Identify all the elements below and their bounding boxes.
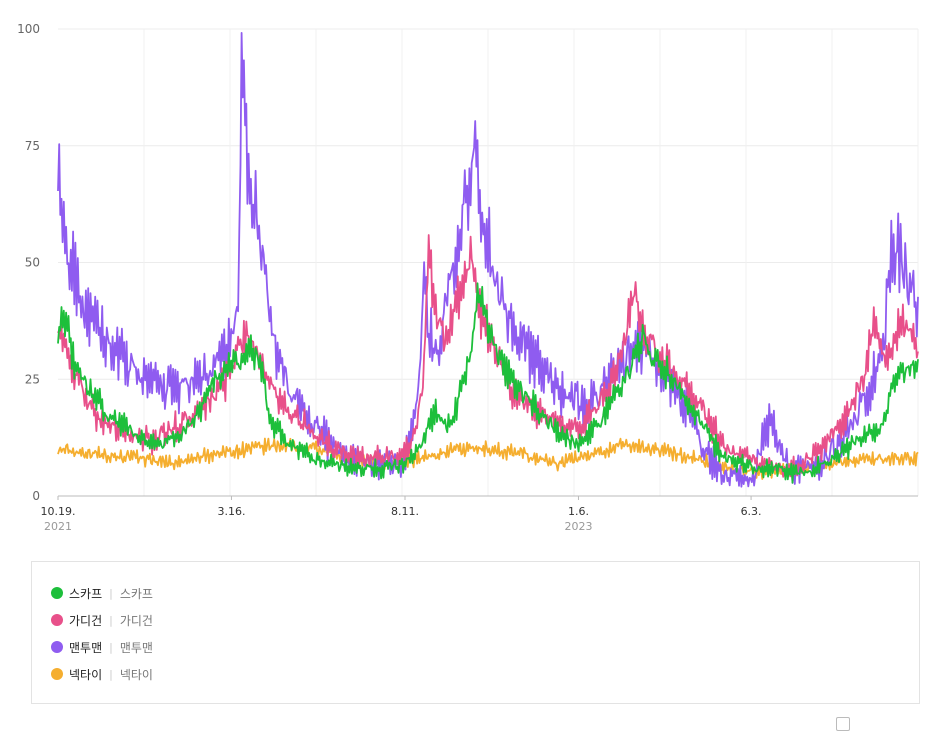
series-line — [57, 437, 919, 480]
legend-keyword: 맨투맨 — [119, 640, 153, 655]
series-lines — [57, 32, 919, 488]
x-year-label: 2023 — [564, 520, 592, 533]
y-tick-label: 0 — [32, 489, 40, 503]
y-tick-label: 75 — [25, 139, 40, 153]
legend-name: 가디건 — [69, 613, 103, 628]
x-year-label: 2021 — [44, 520, 72, 533]
legend-keyword: 가디건 — [119, 613, 153, 628]
legend-name: 넥타이 — [69, 667, 103, 682]
y-tick-label: 25 — [25, 372, 40, 386]
legend-item-cardigan[interactable]: 가디건 | 가디건 — [51, 610, 153, 630]
series-line — [57, 282, 919, 484]
legend-name: 맨투맨 — [69, 640, 103, 655]
y-tick-label: 100 — [17, 22, 40, 36]
legend-dot-icon — [51, 641, 63, 653]
legend-keyword: 넥타이 — [119, 667, 153, 682]
line-chart: 0 25 50 75 100 10.19. 2021 3.16. 8.11. 1.6. 2023 6.… — [17, 22, 919, 533]
legend-item-sweatshirt[interactable]: 맨투맨 | 맨투맨 — [51, 637, 153, 657]
legend-dot-icon — [51, 668, 63, 680]
x-tick-label: 8.11. — [391, 505, 419, 518]
y-tick-label: 50 — [25, 256, 40, 270]
x-tick-label: 10.19. — [41, 505, 76, 518]
legend-item-necktie[interactable]: 넥타이 | 넥타이 — [51, 664, 153, 684]
x-tick-label: 3.16. — [217, 505, 245, 518]
legend-separator: | — [109, 613, 113, 627]
legend-separator: | — [109, 667, 113, 681]
legend-separator: | — [109, 586, 113, 600]
legend-name: 스카프 — [69, 586, 103, 601]
x-tick-label: 6.3. — [741, 505, 762, 518]
checkbox[interactable] — [836, 717, 850, 731]
axis: 0 25 50 75 100 10.19. 2021 3.16. 8.11. 1.6. 2023 6.… — [17, 22, 918, 533]
grid-lines — [58, 28, 919, 496]
legend-dot-icon — [51, 614, 63, 626]
legend-panel: 스카프 | 스카프 가디건 | 가디건 맨투맨 | 맨투맨 넥타이 | 넥타이 — [31, 561, 920, 704]
legend-separator: | — [109, 640, 113, 654]
legend-keyword: 스카프 — [119, 586, 153, 601]
legend-dot-icon — [51, 587, 63, 599]
legend-item-scarf[interactable]: 스카프 | 스카프 — [51, 583, 153, 603]
series-line — [57, 32, 919, 488]
x-tick-label: 1.6. — [568, 505, 589, 518]
